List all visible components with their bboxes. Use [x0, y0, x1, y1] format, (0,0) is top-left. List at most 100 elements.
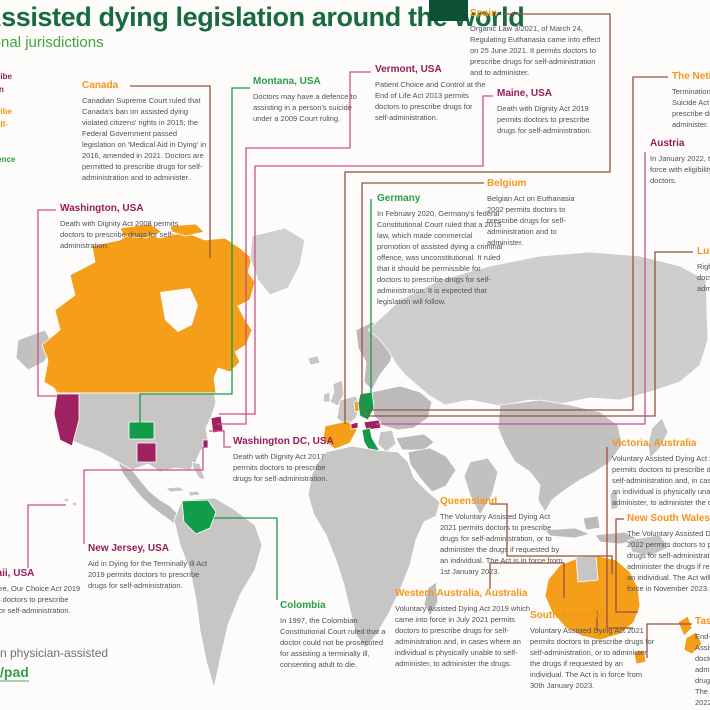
connector-netherlands	[361, 76, 668, 411]
connector-austria	[376, 152, 646, 425]
region-india	[463, 457, 499, 516]
callout-body: In 1997, the Colombian Constitutional Co…	[280, 616, 386, 669]
callout-title: New South Wales	[627, 513, 710, 524]
connector-luxembourg	[364, 251, 693, 417]
region-new-guinea	[627, 534, 669, 557]
callout-body: Canadian Supreme Court ruled that Canada…	[82, 96, 207, 182]
region-west-coast-states	[53, 393, 80, 447]
callout-body: End-of-Life Choices (Voluntary Assisted …	[695, 632, 710, 707]
connector-western-australia	[489, 562, 565, 598]
connector-washington	[37, 209, 58, 397]
callout-body: In February 2020, Germany's federal Cons…	[377, 209, 503, 306]
callout-title: Queensland	[440, 496, 498, 507]
region-hawaii	[63, 497, 78, 507]
callout-title: New Jersey, USA	[88, 543, 169, 554]
callout-body: Our Care, Our Choice Act 2019 permits do…	[0, 584, 81, 615]
callout-title: Hawaii, USA	[0, 568, 35, 579]
legend: Doctors permitted to prescribe drugs for…	[0, 70, 45, 175]
region-canada-islands	[119, 223, 205, 239]
legend-item-administer: Doctors permitted to prescribe and admin…	[0, 107, 12, 129]
connector-canada	[130, 85, 211, 258]
callout-maine: Maine, USA Death with Dignity Act 2019 p…	[497, 88, 603, 136]
callout-title: Belgium	[487, 178, 527, 189]
region-colorado	[136, 442, 157, 463]
region-florida	[191, 461, 206, 481]
connector-victoria	[606, 447, 633, 629]
region-alaska	[15, 329, 55, 371]
callout-title: Maine, USA	[497, 88, 553, 99]
callout-belgium: Belgium Belgian Act on Euthanasia 2002 p…	[487, 178, 589, 248]
region-africa	[307, 445, 441, 649]
region-switzerland	[350, 421, 359, 430]
connector-tasmania	[646, 623, 692, 658]
region-tasmania	[633, 649, 647, 665]
callout-body: Voluntary Assisted Dying Act 2019 which …	[395, 604, 531, 668]
callout-title: Colombia	[280, 600, 326, 611]
callout-tasmania: Tasmania End-of-Life Choices (Voluntary …	[695, 616, 710, 708]
callout-washington: Washington, USA Death with Dignity Act 2…	[60, 203, 182, 251]
region-greenland	[249, 227, 306, 296]
callout-title: The Netherlands	[672, 71, 710, 82]
callout-title: Austria	[650, 138, 685, 149]
callout-body: Death with Dignity Act 2008 permits doct…	[60, 219, 179, 250]
callout-body: The Voluntary Assisted Dying Act 2022 pe…	[627, 529, 710, 593]
region-china-sea	[497, 399, 623, 513]
page-subtitle: National jurisdictions	[0, 34, 104, 51]
callout-body: Voluntary Assisted Dying Act 2021 permit…	[530, 626, 655, 690]
legend-item-court-ruling: Court ruling provides a defence	[0, 155, 16, 164]
footer-link-pad[interactable]: /pad	[0, 664, 29, 682]
callout-body: Death with Dignity Act 2019 permits doct…	[497, 104, 592, 135]
callout-montana: Montana, USA Doctors may have a defence …	[253, 76, 359, 124]
callout-spain: Spain Organic Law 3/2021, of March 24, R…	[470, 8, 602, 78]
region-madagascar	[423, 581, 439, 617]
callout-body: The Voluntary Assisted Dying Act 2021 pe…	[440, 512, 563, 576]
callout-germany: Germany In February 2020, Germany's fede…	[377, 193, 503, 307]
callout-vermont: Vermont, USA Patient Choice and Control …	[375, 64, 487, 123]
callout-colombia: Colombia In 1997, the Colombian Constitu…	[280, 600, 390, 670]
callout-canada: Canada Canadian Supreme Court ruled that…	[82, 80, 212, 183]
callout-washington-dc: Washington DC, USA Death with Dignity Ac…	[233, 436, 343, 484]
connector-belgium	[361, 182, 484, 406]
connector-spain	[344, 13, 611, 424]
connector-queensland	[490, 503, 613, 574]
region-austria	[363, 419, 382, 431]
connector-vermont	[217, 71, 371, 425]
connector-colombia	[214, 517, 278, 600]
callout-luxembourg: Luxembourg Right to die legislation 2009…	[697, 246, 710, 294]
legend-item-self-administration: Doctors permitted to prescribe drugs for…	[0, 72, 12, 94]
region-new-zealand	[677, 615, 703, 655]
region-philippines	[609, 491, 619, 511]
callout-hawaii: Hawaii, USA Our Care, Our Choice Act 201…	[0, 568, 86, 616]
region-colombia	[181, 499, 217, 535]
callout-south-australia: South Australia Voluntary Assisted Dying…	[530, 610, 658, 691]
callout-queensland: Queensland The Voluntary Assisted Dying …	[440, 496, 566, 577]
callout-title: Victoria, Australia	[612, 438, 697, 449]
connector-maine	[219, 95, 493, 415]
region-spain	[322, 420, 358, 450]
callout-body: Patient Choice and Control at the End of…	[375, 80, 486, 122]
region-montana	[128, 421, 155, 440]
callout-new-jersey: New Jersey, USA Aid in Dying for the Ter…	[88, 543, 208, 591]
callout-title: Washington DC, USA	[233, 436, 334, 447]
callout-title: Canada	[82, 80, 119, 91]
callout-body: Voluntary Assisted Dying Act 2017 permit…	[612, 454, 710, 507]
callout-body: In January 2022, the Act came into force…	[650, 154, 710, 185]
callout-title: Germany	[377, 193, 421, 204]
region-iceland	[307, 355, 321, 366]
callout-title: Luxembourg	[697, 246, 710, 257]
callout-title: Vermont, USA	[375, 64, 442, 75]
region-middle-east	[407, 447, 457, 493]
connector-nsw	[615, 518, 638, 613]
connector-hawaii	[27, 504, 66, 568]
callout-title: South Australia	[530, 610, 604, 621]
callout-body: Right to die legislation 2009 permits do…	[697, 262, 710, 293]
callout-body: Doctors may have a defence to assisting …	[253, 92, 357, 123]
connector-new-jersey	[83, 447, 204, 544]
callout-title: Montana, USA	[253, 76, 321, 87]
callout-title: Washington, USA	[60, 203, 144, 214]
callout-body: Termination of Life on Request and Assis…	[672, 87, 710, 129]
region-south-america	[173, 497, 263, 689]
callout-body: Organic Law 3/2021, of March 24, Regulat…	[470, 24, 601, 77]
callout-body: Belgian Act on Euthanasia 2002 permits d…	[487, 194, 575, 247]
